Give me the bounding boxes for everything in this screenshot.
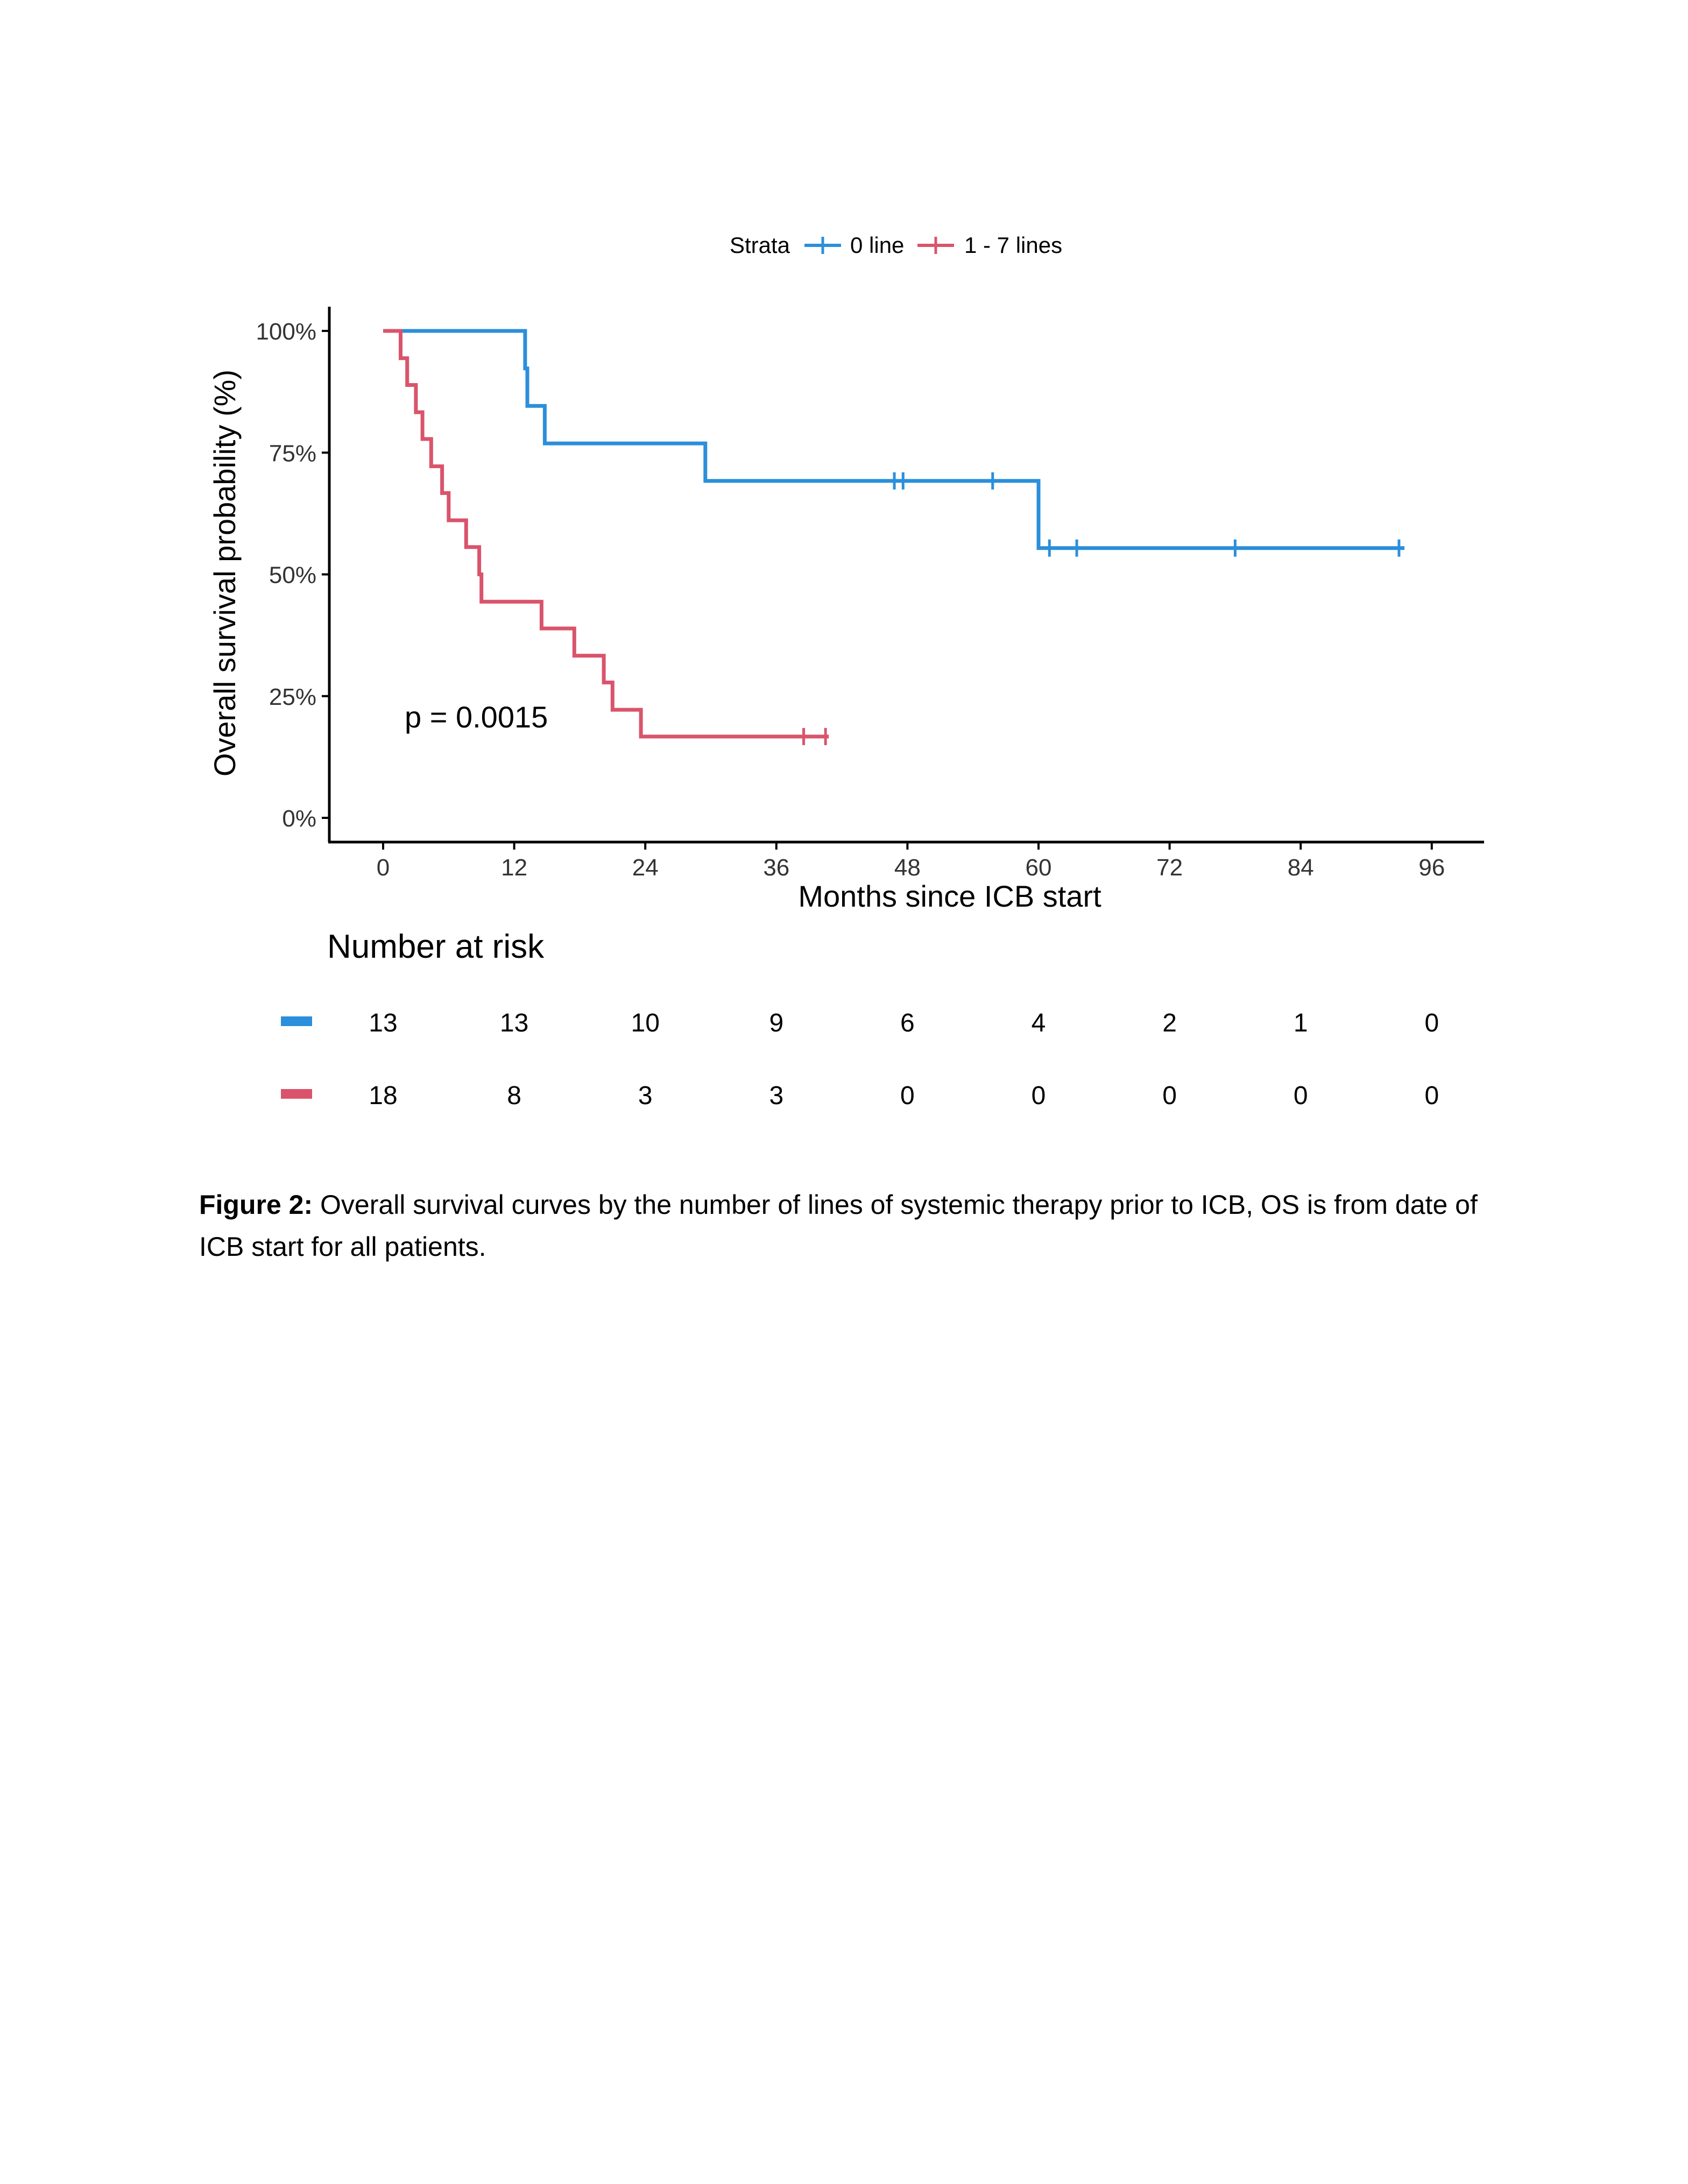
x-tick-label: 60 xyxy=(1026,854,1052,881)
risk-value: 0 xyxy=(900,1082,915,1110)
risk-value: 18 xyxy=(369,1082,397,1110)
risk-value: 3 xyxy=(769,1082,783,1110)
risk-value: 9 xyxy=(769,1009,783,1037)
legend-label: 1 - 7 lines xyxy=(964,232,1062,258)
risk-value: 10 xyxy=(631,1009,660,1037)
risk-value: 0 xyxy=(1424,1082,1439,1110)
x-axis-title: Months since ICB start xyxy=(798,879,1101,913)
x-tick-label: 48 xyxy=(894,854,921,881)
series-line-0 xyxy=(383,329,1405,550)
y-tick-label: 25% xyxy=(269,684,316,710)
x-tick-label: 0 xyxy=(377,854,390,881)
risk-value: 3 xyxy=(638,1082,653,1110)
legend: Strata 0 line 1 - 7 lines xyxy=(730,232,1062,258)
y-axis-title: Overall survival probability (%) xyxy=(208,370,242,776)
risk-row-key xyxy=(281,1089,312,1099)
risk-row-key xyxy=(281,1016,312,1026)
legend-title: Strata xyxy=(730,232,790,258)
y-tick-label: 50% xyxy=(269,562,316,589)
legend-label: 0 line xyxy=(850,232,904,258)
risk-value: 1 xyxy=(1294,1009,1308,1037)
caption-label: Figure 2: xyxy=(199,1190,313,1220)
risk-value: 6 xyxy=(900,1009,915,1037)
risk-value: 0 xyxy=(1032,1082,1046,1110)
x-tick-label: 36 xyxy=(763,854,789,881)
x-tick-label: 72 xyxy=(1156,854,1183,881)
y-tick-label: 75% xyxy=(269,440,316,467)
p-value-annotation: p = 0.0015 xyxy=(405,700,548,734)
x-tick-label: 24 xyxy=(632,854,659,881)
risk-value: 13 xyxy=(369,1009,397,1037)
risk-value: 8 xyxy=(507,1082,521,1110)
risk-table-title: Number at risk xyxy=(327,928,545,965)
x-tick-label: 84 xyxy=(1288,854,1314,881)
plot-area: 0% 25% 50% 75% 100% 0 12 24 36 48 60 72 84 96 Months s… xyxy=(208,307,1484,913)
risk-value: 0 xyxy=(1294,1082,1308,1110)
x-tick-label: 12 xyxy=(501,854,527,881)
series-line-1 xyxy=(383,329,829,739)
risk-value: 2 xyxy=(1162,1009,1177,1037)
risk-value: 4 xyxy=(1032,1009,1046,1037)
figure-caption: Figure 2: Overall survival curves by the… xyxy=(199,1184,1491,1268)
x-tick-label: 96 xyxy=(1418,854,1445,881)
caption-text: Overall survival curves by the number of… xyxy=(199,1190,1478,1262)
y-tick-label: 100% xyxy=(256,319,316,345)
y-tick-label: 0% xyxy=(282,805,316,832)
risk-value: 13 xyxy=(500,1009,528,1037)
risk-value: 0 xyxy=(1162,1082,1177,1110)
risk-value: 0 xyxy=(1424,1009,1439,1037)
